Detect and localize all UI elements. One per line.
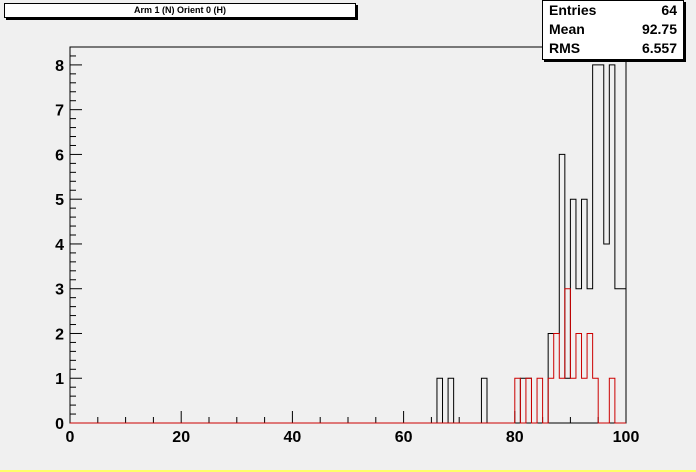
stats-value: 92.75 <box>641 21 677 37</box>
y-tick-label: 7 <box>55 103 64 120</box>
stats-value: 6.557 <box>641 40 677 56</box>
y-tick-label: 3 <box>55 282 64 299</box>
y-tick-label: 5 <box>55 192 64 209</box>
x-tick-label: 20 <box>172 429 190 446</box>
stats-row-mean: Mean 92.75 <box>543 20 683 39</box>
plot-frame <box>69 46 627 424</box>
histogram-series-2 <box>70 288 626 424</box>
stats-row-entries: Entries 64 <box>543 1 683 20</box>
y-tick-label: 2 <box>55 326 64 343</box>
x-tick-label: 0 <box>66 429 75 446</box>
y-tick-label: 6 <box>55 147 64 164</box>
axis-ticks <box>69 46 627 424</box>
stats-box: Entries 64 Mean 92.75 RMS 6.557 <box>542 0 684 60</box>
y-tick-label: 8 <box>55 58 64 75</box>
x-tick-label: 40 <box>284 429 302 446</box>
histogram-title: Arm 1 (N) Orient 0 (H) <box>4 3 356 18</box>
stats-key: Entries <box>549 2 597 18</box>
x-tick-label: 100 <box>613 429 640 446</box>
axis-tick-labels: 0 20 40 60 80 100 0 1 2 3 4 5 6 7 8 <box>55 58 639 446</box>
x-tick-label: 60 <box>395 429 413 446</box>
y-tick-label: 0 <box>55 416 64 433</box>
stats-value: 64 <box>661 2 677 18</box>
histogram-series-1 <box>70 64 627 424</box>
stats-key: RMS <box>549 40 581 56</box>
stats-row-rms: RMS 6.557 <box>543 39 683 58</box>
y-tick-label: 1 <box>55 371 64 388</box>
x-tick-label: 80 <box>506 429 524 446</box>
stats-key: Mean <box>549 21 585 37</box>
histogram-series <box>70 64 627 424</box>
y-tick-label: 4 <box>55 237 64 254</box>
